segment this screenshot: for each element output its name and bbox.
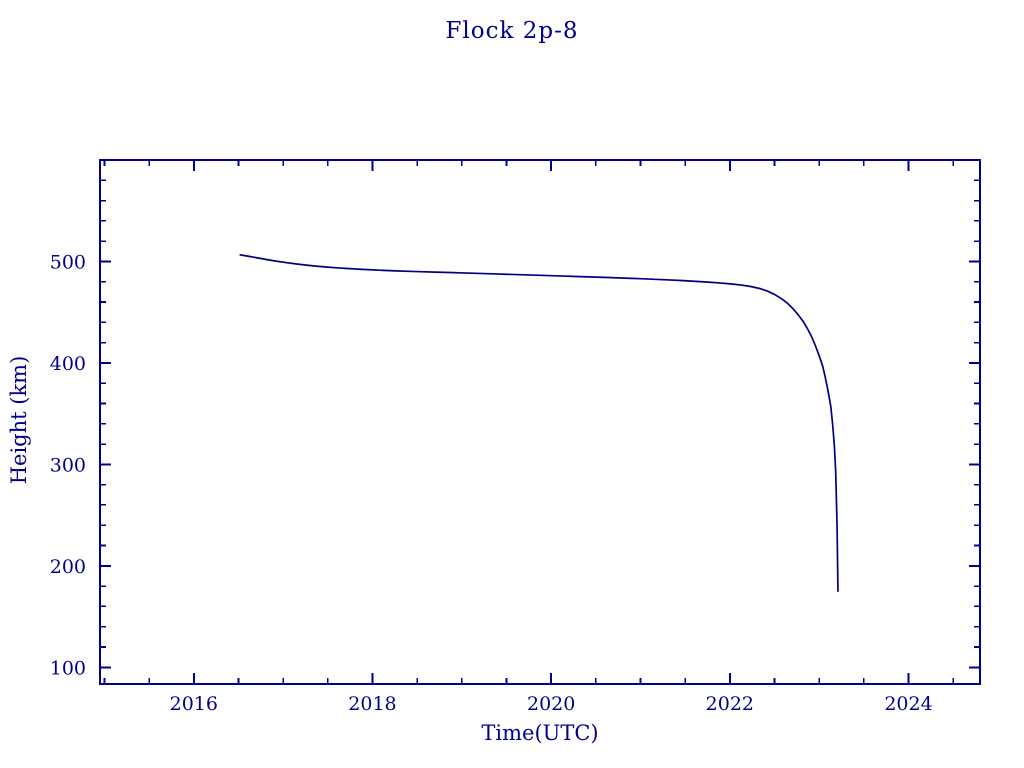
x-tick-label: 2024 (884, 693, 932, 715)
y-axis-tick-labels: 100 200 300 400 500 (50, 251, 86, 679)
x-axis-title: Time(UTC) (481, 721, 598, 745)
y-tick-label: 200 (50, 556, 86, 578)
x-axis-ticks (103, 160, 954, 684)
y-tick-label: 400 (50, 353, 86, 375)
x-tick-label: 2018 (348, 693, 396, 715)
data-series-line (239, 254, 839, 593)
chart-title: Flock 2p-8 (445, 18, 578, 44)
plot-frame (98, 158, 982, 686)
y-tick-label: 500 (50, 251, 86, 273)
x-tick-label: 2016 (170, 693, 218, 715)
y-tick-label: 300 (50, 454, 86, 476)
y-axis-title: Height (km) (7, 356, 31, 485)
y-tick-label: 100 (50, 657, 86, 679)
x-tick-label: 2022 (706, 693, 754, 715)
data-series-group (239, 254, 839, 593)
y-axis-ticks (100, 179, 980, 669)
x-axis-tick-labels: 2016 2018 2020 2022 2024 (170, 693, 933, 715)
x-tick-label: 2020 (527, 693, 575, 715)
